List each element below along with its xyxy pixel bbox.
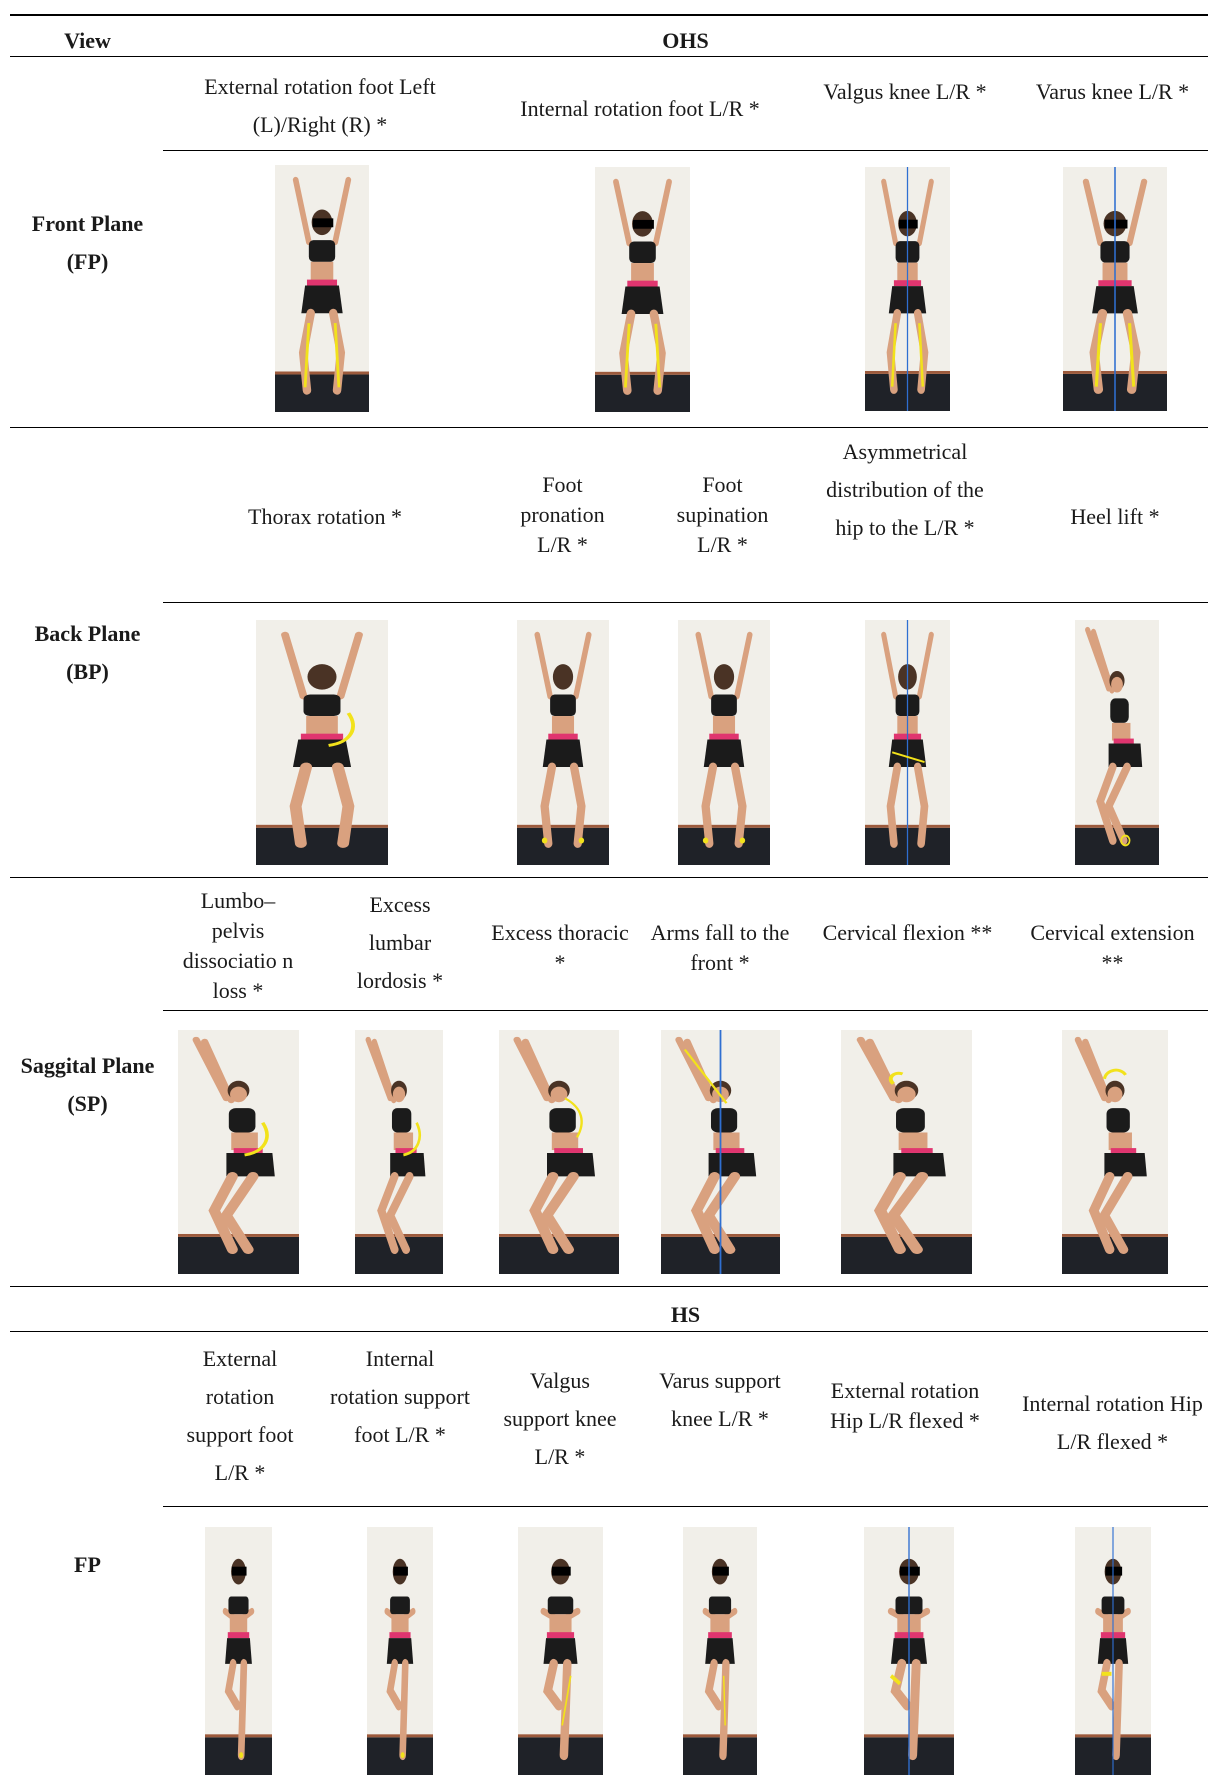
fp-item-external-rotation-foot: External rotation foot Left (L)/Right (R…: [204, 74, 436, 137]
hs-item-internal-rotation-support-foot: Internal rotation support foot L/R *: [330, 1346, 470, 1447]
hs-item-valgus-support-knee: Valgus support knee L/R *: [503, 1368, 617, 1469]
fp-photo-external-rotation-foot: [275, 165, 369, 412]
sp-bottom-rule: [10, 1286, 1208, 1287]
hs-item-internal-rotation-hip: Internal rotation Hip L/R flexed *: [1022, 1391, 1203, 1454]
bp-photo-foot-supination: [678, 620, 770, 865]
hs-section-header: HS: [670, 1302, 701, 1327]
fp-row-label: Front Plane (FP): [31, 211, 144, 274]
hs-photo-varus-support-knee: [683, 1527, 757, 1775]
hs-photo-valgus-support-knee: [518, 1527, 603, 1775]
fp-item-internal-rotation-foot: Internal rotation foot L/R *: [520, 96, 760, 121]
header-rule: [10, 56, 1208, 57]
sp-photo-cervical-extension: [1062, 1030, 1168, 1274]
sp-photo-lumbo-pelvis: [178, 1030, 299, 1274]
fp-item-valgus-knee: Valgus knee L/R *: [823, 79, 987, 104]
hs-fp-row-label: FP: [74, 1552, 101, 1577]
bp-photo-heel-lift: [1075, 620, 1159, 865]
sp-photo-lumbar-lordosis: [355, 1030, 443, 1274]
hs-item-external-rotation-hip: External rotation Hip L/R flexed *: [830, 1378, 980, 1433]
bp-photo-thorax-rotation: [256, 620, 388, 865]
sp-item-cervical-extension: Cervical extension **: [1030, 920, 1195, 975]
sp-item-lumbar-lordosis: Excess lumbar lordosis *: [356, 892, 444, 993]
sp-item-arms-fall: Arms fall to the front *: [650, 920, 790, 975]
hs-header-rule: [10, 1331, 1208, 1332]
sp-photo-excess-thoracic: [499, 1030, 619, 1274]
hs-photo-external-rotation-hip: [864, 1527, 954, 1775]
fp-subheader-rule: [163, 150, 1208, 151]
hs-photo-internal-rotation-support-foot: [367, 1527, 433, 1775]
fp-photo-valgus-knee: [865, 167, 950, 411]
bp-bottom-rule: [10, 877, 1208, 878]
sp-item-lumbo-pelvis: Lumbo–pelvis dissociatio n loss *: [182, 888, 294, 1003]
view-column-header: View: [64, 28, 111, 53]
bp-item-heel-lift: Heel lift *: [1070, 504, 1160, 529]
fp-item-varus-knee: Varus knee L/R *: [1035, 79, 1190, 104]
fp-bottom-rule: [10, 427, 1208, 428]
sp-item-cervical-flexion: Cervical flexion **: [822, 920, 993, 945]
bp-item-foot-supination: Foot supination L/R *: [676, 472, 769, 557]
bp-row-label: Back Plane (BP): [34, 621, 141, 684]
sp-photo-arms-fall: [661, 1030, 780, 1274]
fp-photo-internal-rotation-foot: [595, 167, 690, 412]
bp-item-thorax-rotation: Thorax rotation *: [248, 504, 402, 529]
fp-photo-varus-knee: [1063, 167, 1167, 411]
ohs-section-header: OHS: [662, 28, 709, 53]
sp-row-label: Saggital Plane (SP): [20, 1053, 155, 1116]
bp-photo-asymmetrical-hip: [865, 620, 950, 865]
hs-photo-external-rotation-support-foot: [205, 1527, 272, 1775]
hs-item-external-rotation-support-foot: External rotation support foot L/R *: [186, 1346, 294, 1485]
bp-photo-foot-pronation: [517, 620, 609, 865]
hs-photo-internal-rotation-hip: [1075, 1527, 1151, 1775]
bp-item-foot-pronation: Foot pronation L/R *: [520, 472, 605, 557]
bp-subheader-rule: [163, 602, 1208, 603]
sp-photo-cervical-flexion: [841, 1030, 972, 1274]
table-top-rule: [10, 14, 1208, 16]
bp-item-asymmetrical-hip: Asymmetrical distribution of the hip to …: [826, 439, 984, 540]
hs-subheader-rule: [163, 1506, 1208, 1507]
sp-item-excess-thoracic: Excess thoracic *: [491, 920, 629, 975]
hs-item-varus-support-knee: Varus support knee L/R *: [659, 1368, 781, 1431]
sp-subheader-rule: [163, 1010, 1208, 1011]
